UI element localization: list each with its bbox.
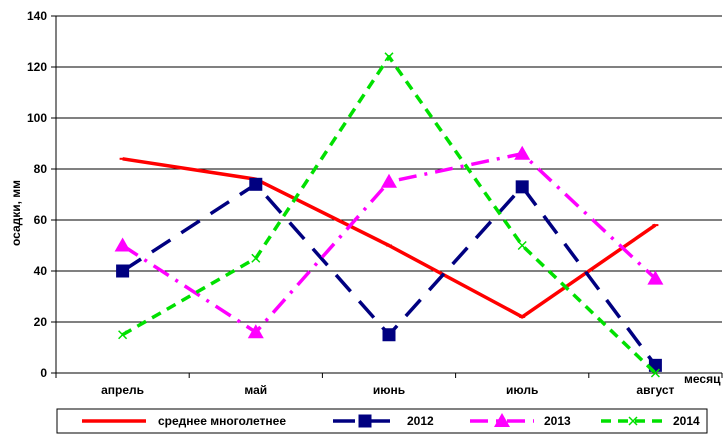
legend-marker bbox=[628, 416, 638, 426]
data-point bbox=[116, 264, 130, 278]
data-point bbox=[118, 330, 128, 340]
y-tick-label: 100 bbox=[27, 111, 47, 125]
data-point bbox=[251, 253, 261, 263]
data-point bbox=[381, 173, 397, 188]
legend-label: среднее многолетнее bbox=[158, 414, 286, 428]
data-point bbox=[384, 52, 394, 62]
y-tick-label: 120 bbox=[27, 60, 47, 74]
legend-label: 2012 bbox=[407, 414, 434, 428]
x-axis-ticks: апрель май июнь июль август bbox=[55, 373, 723, 397]
x-tick-label: апрель bbox=[101, 383, 144, 397]
y-tick-label: 40 bbox=[34, 264, 48, 278]
data-point bbox=[647, 270, 664, 285]
legend-label: 2014 bbox=[673, 414, 700, 428]
data-point bbox=[517, 240, 527, 251]
y-axis-ticks: 0 20 40 60 80 100 120 140 bbox=[27, 9, 56, 380]
series-3 bbox=[118, 52, 660, 378]
data-point bbox=[247, 324, 264, 339]
legend-label: 2013 bbox=[544, 414, 571, 428]
y-tick-label: 60 bbox=[34, 213, 48, 227]
legend-marker bbox=[494, 413, 510, 427]
gridlines bbox=[55, 15, 722, 374]
legend: среднее многолетнее 2012 2013 2014 bbox=[56, 408, 708, 434]
data-point bbox=[382, 328, 396, 342]
x-tick-label: июнь bbox=[373, 383, 405, 397]
x-tick-label: май bbox=[244, 383, 267, 397]
x-tick-label: июль bbox=[506, 383, 538, 397]
data-point bbox=[114, 237, 131, 252]
y-tick-label: 140 bbox=[27, 9, 47, 23]
series-group bbox=[114, 52, 664, 378]
legend-marker bbox=[358, 414, 372, 428]
data-point bbox=[515, 180, 529, 194]
data-point bbox=[514, 145, 531, 160]
y-axis-label: осадки, мм bbox=[9, 180, 23, 246]
data-point bbox=[249, 177, 263, 191]
y-tick-label: 80 bbox=[34, 162, 48, 176]
series-line bbox=[121, 55, 657, 375]
y-tick-label: 20 bbox=[34, 315, 48, 329]
x-tick-label: август bbox=[636, 383, 674, 397]
data-point bbox=[650, 368, 660, 378]
x-axis-label: месяц bbox=[684, 372, 721, 386]
series-2 bbox=[114, 145, 664, 339]
series-1 bbox=[116, 177, 662, 372]
y-tick-label: 0 bbox=[40, 366, 47, 380]
